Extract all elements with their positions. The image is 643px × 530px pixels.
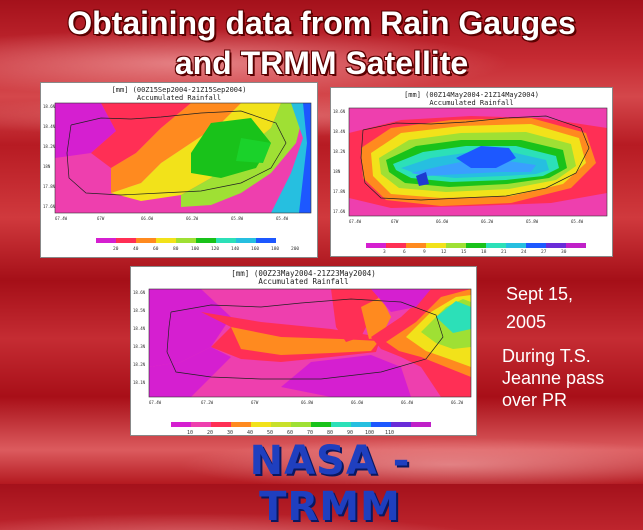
svg-text:65.4W: 65.4W: [276, 216, 289, 221]
map-subtitle: Accumulated Rainfall: [258, 277, 349, 286]
legend-tick: 30: [227, 430, 233, 435]
svg-text:18.2N: 18.2N: [333, 149, 346, 154]
svg-text:66.6W: 66.6W: [351, 400, 364, 405]
legend-tick: 60: [153, 246, 159, 252]
nasa-trmm-logo-text: NASA - TRMM: [249, 438, 411, 530]
svg-text:66.6W: 66.6W: [141, 216, 154, 221]
legend-tick: 12: [441, 249, 447, 255]
svg-text:67.4W: 67.4W: [349, 219, 362, 224]
legend-tick: 160: [251, 246, 259, 252]
svg-text:18.6N: 18.6N: [133, 290, 146, 295]
map-plot-area: [148, 288, 472, 398]
legend-tick: 100: [191, 246, 199, 252]
svg-text:67W: 67W: [391, 219, 399, 224]
svg-text:18.4N: 18.4N: [133, 326, 146, 331]
svg-text:67.4W: 67.4W: [149, 400, 162, 405]
side-date: Sept 15, 2005: [506, 283, 573, 333]
svg-text:17.6N: 17.6N: [43, 204, 56, 209]
svg-text:67.4W: 67.4W: [55, 216, 68, 221]
svg-text:18N: 18N: [43, 164, 51, 169]
legend-tick: 110: [385, 430, 394, 435]
legend-tick: 20: [113, 246, 119, 252]
svg-text:65.8W: 65.8W: [526, 219, 539, 224]
legend-tick: 120: [211, 246, 219, 252]
svg-text:66.2W: 66.2W: [481, 219, 494, 224]
legend-tick: 10: [187, 430, 193, 435]
map-title: [mm] (00Z23May2004-21Z23May2004): [231, 269, 376, 278]
rainfall-map-panel-2: [mm] (00Z14May2004-21Z14May2004) Accumul…: [330, 87, 613, 257]
legend-tick: 9: [423, 249, 426, 255]
svg-text:18.5N: 18.5N: [133, 308, 146, 313]
legend-tick: 21: [501, 249, 507, 255]
legend-tick: 6: [403, 249, 406, 255]
map-plot-area: [54, 102, 312, 214]
svg-text:18.2N: 18.2N: [43, 144, 56, 149]
legend-tick: 100: [365, 430, 374, 435]
svg-text:18.6N: 18.6N: [333, 109, 346, 114]
color-legend: [96, 238, 276, 243]
map-subtitle: Accumulated Rainfall: [429, 99, 514, 107]
slide-title-line-1: Obtaining data from Rain Gauges: [67, 5, 576, 41]
svg-text:18.3N: 18.3N: [133, 344, 146, 349]
svg-text:66.2W: 66.2W: [451, 400, 464, 405]
map-title: [mm] (00Z15Sep2004-21Z15Sep2004): [111, 86, 247, 94]
slide-title-line-2: and TRMM Satellite: [174, 45, 469, 81]
legend-tick: 24: [521, 249, 527, 255]
color-legend: [366, 243, 586, 248]
legend-tick: 90: [347, 430, 353, 435]
map-subtitle: Accumulated Rainfall: [136, 94, 222, 102]
legend-tick: 140: [231, 246, 239, 252]
svg-text:66.8W: 66.8W: [301, 400, 314, 405]
color-legend: [171, 422, 431, 427]
side-date-line-2: 2005: [506, 312, 547, 332]
legend-tick: 70: [307, 430, 313, 435]
rainfall-map-panel-1: [mm] (00Z15Sep2004-21Z15Sep2004) Accumul…: [40, 82, 318, 258]
legend-tick: 40: [247, 430, 253, 435]
svg-text:66.2W: 66.2W: [186, 216, 199, 221]
svg-text:67.2W: 67.2W: [201, 400, 214, 405]
svg-text:18N: 18N: [333, 169, 341, 174]
map-title: [mm] (00Z14May2004-21Z14May2004): [404, 91, 539, 99]
rainfall-map-1: 18.6N 18.4N 18.2N 18N 17.8N 17.6N 67.4W 67W 66.…: [43, 102, 312, 252]
side-note-line-3: over PR: [502, 390, 568, 410]
legend-tick: 27: [541, 249, 547, 255]
rainfall-map-panel-3: [mm] (00Z23May2004-21Z23May2004) Accumul…: [130, 266, 477, 436]
svg-text:17.8N: 17.8N: [333, 189, 346, 194]
legend-tick: 50: [267, 430, 273, 435]
legend-tick: 30: [561, 249, 567, 255]
svg-text:65.8W: 65.8W: [231, 216, 244, 221]
svg-text:67W: 67W: [97, 216, 105, 221]
svg-text:18.1N: 18.1N: [133, 380, 146, 385]
legend-tick: 80: [173, 246, 179, 252]
svg-text:18.4N: 18.4N: [333, 129, 346, 134]
legend-tick: 18: [481, 249, 487, 255]
legend-tick: 20: [207, 430, 213, 435]
legend-tick: 200: [291, 246, 299, 252]
svg-text:17.8N: 17.8N: [43, 184, 56, 189]
legend-tick: 15: [461, 249, 467, 255]
svg-text:66.4W: 66.4W: [401, 400, 414, 405]
side-date-line-1: Sept 15,: [506, 284, 574, 304]
legend-tick: 80: [327, 430, 333, 435]
svg-text:18.2N: 18.2N: [133, 362, 146, 367]
legend-tick: 3: [383, 249, 386, 255]
legend-tick: 180: [271, 246, 279, 252]
svg-text:66.6W: 66.6W: [436, 219, 449, 224]
svg-text:65.4W: 65.4W: [571, 219, 584, 224]
rainfall-map-3: 18.6N 18.5N 18.4N 18.3N 18.2N 18.1N 67.4W 67.2…: [133, 288, 472, 435]
map-plot-area: [348, 107, 608, 217]
svg-text:18.4N: 18.4N: [43, 124, 56, 129]
side-note: During T.S. Jeanne pass over PR: [502, 345, 604, 411]
svg-text:18.6N: 18.6N: [43, 104, 56, 109]
svg-text:67W: 67W: [251, 400, 259, 405]
legend-tick: 40: [133, 246, 139, 252]
side-note-line-1: During T.S.: [502, 346, 591, 366]
legend-tick: 60: [287, 430, 293, 435]
side-note-line-2: Jeanne pass: [502, 368, 605, 388]
rainfall-map-2: 18.6N 18.4N 18.2N 18N 17.8N 17.6N 67.4W 67W 66.…: [333, 107, 608, 255]
svg-text:17.6N: 17.6N: [333, 209, 346, 214]
